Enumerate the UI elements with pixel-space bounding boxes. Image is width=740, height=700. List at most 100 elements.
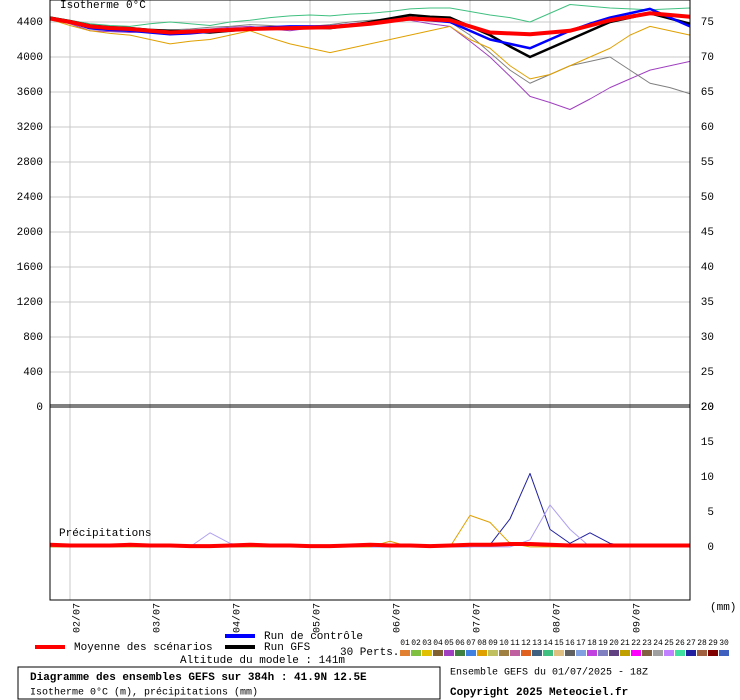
- pert-label: 29: [708, 639, 718, 648]
- pert-swatch: [697, 650, 707, 656]
- y-tick-label: 5: [707, 507, 714, 519]
- pert-swatch: [664, 650, 674, 656]
- pert-swatch: [554, 650, 564, 656]
- y2-tick-label: 35: [701, 297, 714, 309]
- y-tick-label: 0: [36, 402, 43, 414]
- pert-swatch: [488, 650, 498, 656]
- perts-title: 30 Perts.: [340, 647, 399, 659]
- pert-label: 05: [444, 639, 454, 648]
- y-tick-label: 2800: [17, 157, 43, 169]
- pert-label: 11: [510, 639, 520, 648]
- y2-tick-label: 40: [701, 262, 714, 274]
- y2-tick-label: 30: [701, 332, 714, 344]
- pert-swatch: [598, 650, 608, 656]
- pert-label: 13: [532, 639, 542, 648]
- footer-title: Diagramme des ensembles GEFS sur 384h : …: [30, 672, 367, 684]
- legend-label: Run GFS: [264, 642, 311, 654]
- pert-label: 12: [521, 639, 531, 648]
- pert-swatch: [565, 650, 575, 656]
- pert-swatch: [400, 650, 410, 656]
- pert-swatch: [576, 650, 586, 656]
- series-line: [49, 542, 690, 549]
- y-tick-label: 1200: [17, 297, 43, 309]
- pert-label: 14: [543, 639, 553, 648]
- y2-tick-label: 60: [701, 122, 714, 134]
- pert-label: 25: [664, 639, 674, 648]
- panel-title: Isotherme 0°C: [60, 0, 146, 12]
- pert-label: 04: [433, 639, 443, 648]
- footer-subtitle: Isotherme 0°C (m), précipitations (mm): [30, 687, 258, 699]
- y-tick-label: 15: [701, 437, 714, 449]
- pert-label: 15: [554, 639, 564, 648]
- y-tick-label: 10: [701, 472, 714, 484]
- y2-tick-label: 70: [701, 52, 714, 64]
- y2-tick-label: 50: [701, 192, 714, 204]
- y2-tick-label: 45: [701, 227, 714, 239]
- legend-label: Moyenne des scénarios: [74, 642, 213, 654]
- pert-swatch: [631, 650, 641, 656]
- pert-swatch: [411, 650, 421, 656]
- y-tick-label: 2000: [17, 227, 43, 239]
- pert-swatch: [686, 650, 696, 656]
- x-tick-label: 06/07: [392, 603, 404, 633]
- pert-label: 02: [411, 639, 421, 648]
- y2-tick-label: 25: [701, 367, 714, 379]
- pert-label: 30: [719, 639, 729, 648]
- pert-swatch: [521, 650, 531, 656]
- pert-swatch: [433, 650, 443, 656]
- pert-swatch: [466, 650, 476, 656]
- pert-label: 18: [587, 639, 597, 648]
- pert-swatch: [532, 650, 542, 656]
- pert-swatch: [708, 650, 718, 656]
- series-line: [49, 18, 691, 80]
- x-tick-label: 05/07: [312, 603, 324, 633]
- y2-tick-label: 75: [701, 17, 714, 29]
- pert-label: 09: [488, 639, 498, 648]
- pert-label: 07: [466, 639, 476, 648]
- y-tick-label: 1600: [17, 262, 43, 274]
- pert-swatch: [719, 650, 729, 656]
- series-line: [49, 11, 691, 37]
- frame: [49, 0, 691, 601]
- pert-swatch: [620, 650, 630, 656]
- unit-label: (mm): [710, 602, 736, 614]
- pert-swatch: [653, 650, 663, 656]
- pert-label: 28: [697, 639, 707, 648]
- pert-swatch: [609, 650, 619, 656]
- x-tick-label: 03/07: [152, 603, 164, 633]
- y-tick-label: 4400: [17, 17, 43, 29]
- pert-label: 19: [598, 639, 608, 648]
- y-tick-label: 0: [707, 542, 714, 554]
- y-tick-label: 3200: [17, 122, 43, 134]
- pert-swatch: [510, 650, 520, 656]
- x-tick-label: 08/07: [552, 603, 564, 633]
- pert-label: 23: [642, 639, 652, 648]
- pert-label: 22: [631, 639, 641, 648]
- pert-label: 20: [609, 639, 619, 648]
- pert-label: 21: [620, 639, 630, 648]
- pert-swatch: [477, 650, 487, 656]
- pert-swatch: [422, 650, 432, 656]
- pert-swatch: [587, 650, 597, 656]
- y-tick-label: 4000: [17, 52, 43, 64]
- pert-label: 17: [576, 639, 586, 648]
- y-tick-label: 2400: [17, 192, 43, 204]
- y2-tick-label: 55: [701, 157, 714, 169]
- pert-swatch: [642, 650, 652, 656]
- y2-tick-label: 20: [701, 402, 714, 414]
- pert-swatch: [444, 650, 454, 656]
- y-tick-label: 20: [701, 402, 714, 414]
- legend-label: Run de contrôle: [264, 631, 363, 643]
- series-line: [49, 4, 691, 27]
- altitude: Altitude du modele : 141m: [180, 655, 345, 667]
- panel-title: Précipitations: [59, 528, 151, 540]
- pert-label: 10: [499, 639, 509, 648]
- pert-label: 01: [400, 639, 410, 648]
- pert-label: 06: [455, 639, 465, 648]
- pert-label: 24: [653, 639, 663, 648]
- y-tick-label: 3600: [17, 87, 43, 99]
- pert-label: 16: [565, 639, 575, 648]
- pert-swatch: [675, 650, 685, 656]
